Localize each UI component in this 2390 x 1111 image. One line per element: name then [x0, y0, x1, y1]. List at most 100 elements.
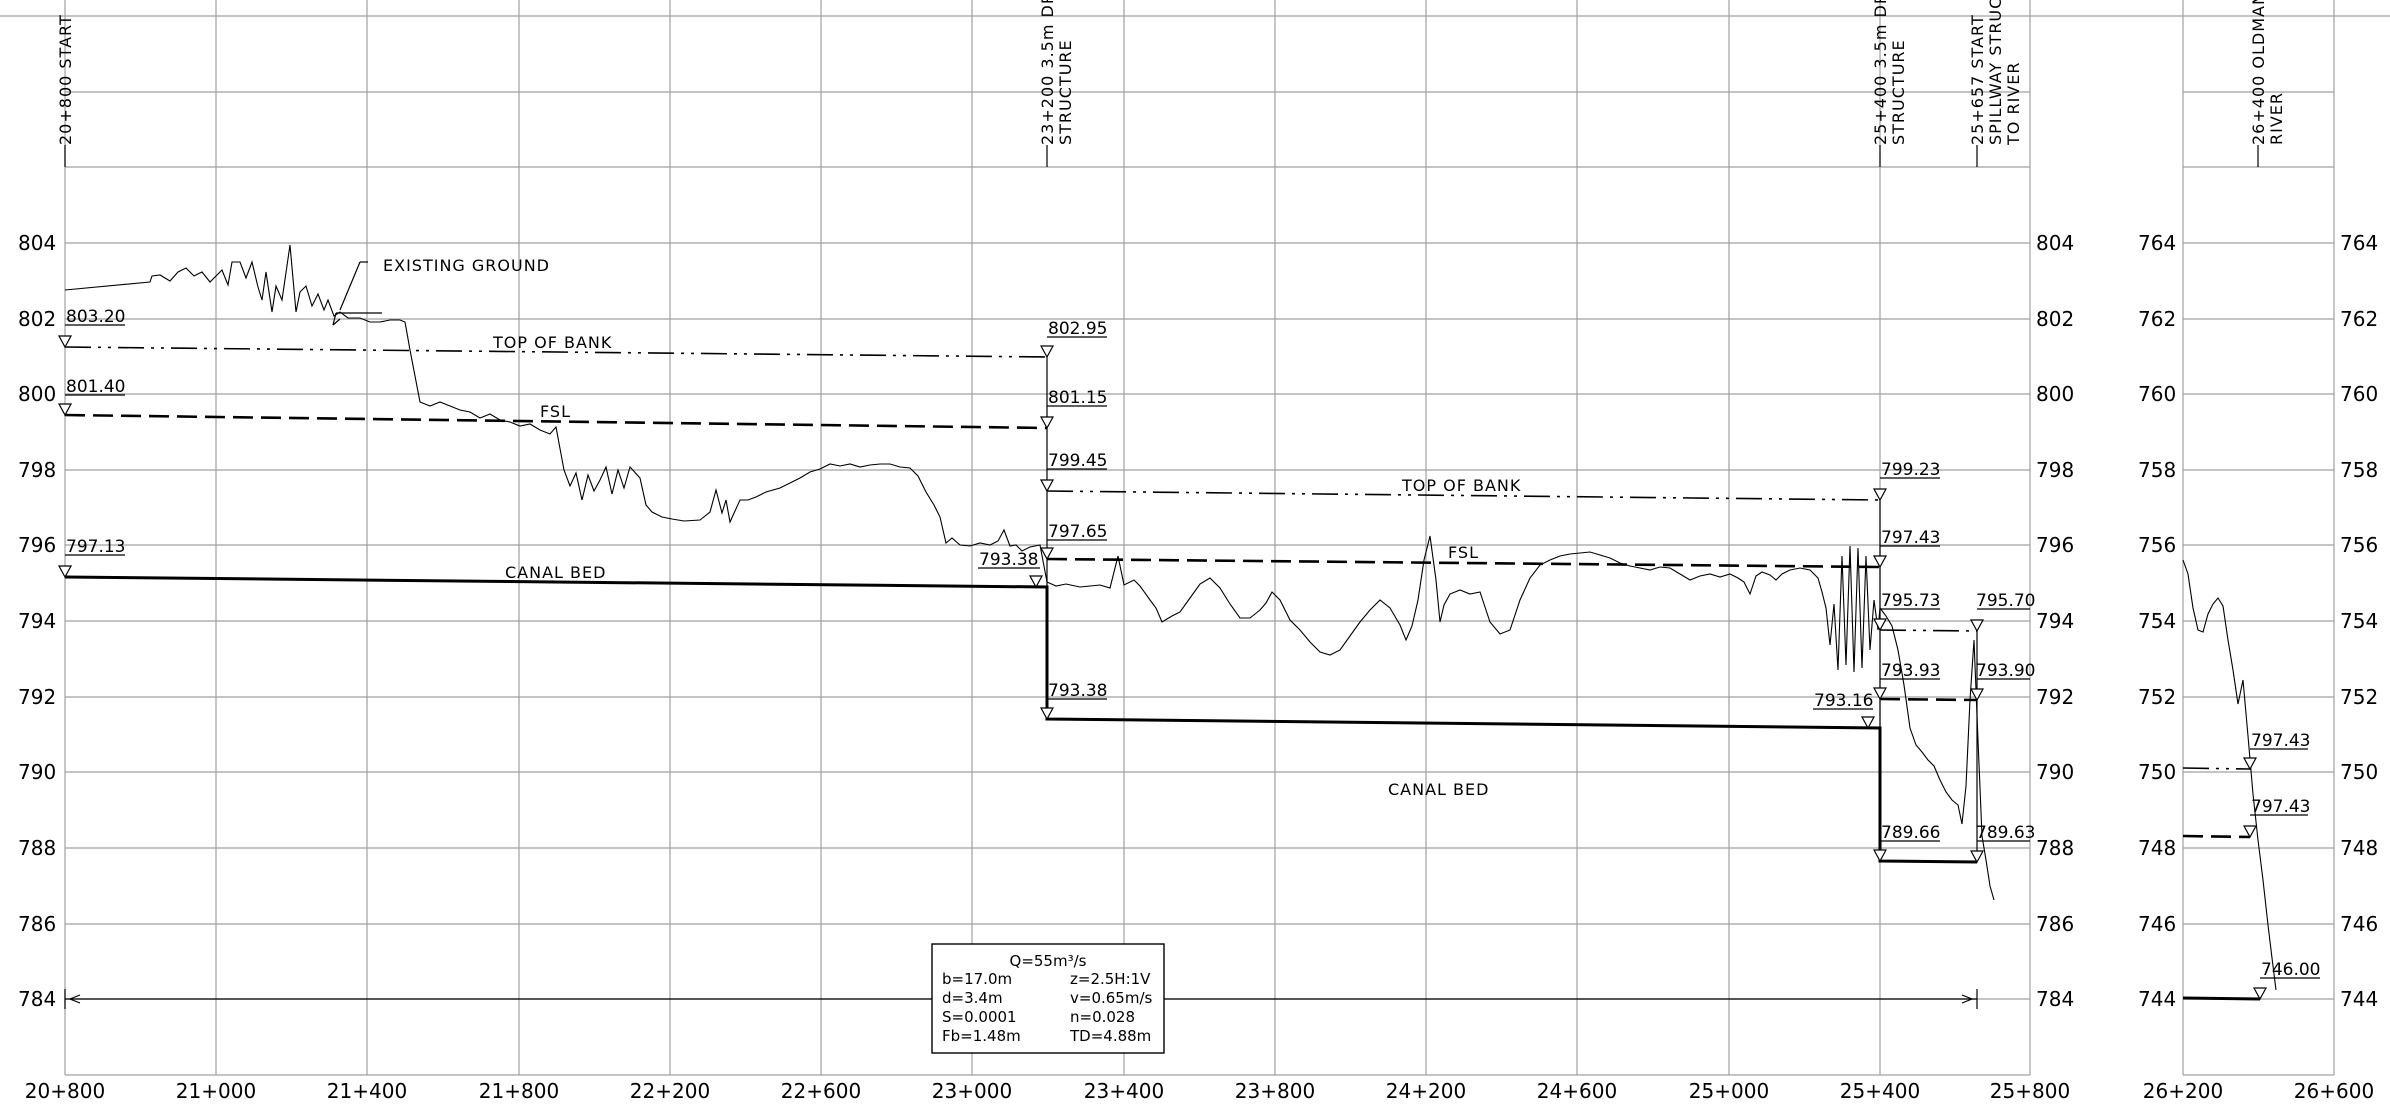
y-tick: 760 [2340, 382, 2378, 406]
y-tick: 744 [2138, 987, 2176, 1011]
elevation-label: 793.38 [1048, 681, 1107, 701]
x-tick: 22+600 [781, 1079, 861, 1103]
elevation-label: 797.43 [1881, 528, 1940, 548]
existing-ground-label: EXISTING GROUND [383, 256, 550, 275]
elevation-label: 801.40 [66, 377, 125, 397]
elevation-label: 793.93 [1881, 661, 1940, 681]
x-tick: 24+600 [1537, 1079, 1617, 1103]
station-markers: 20+800 START 23+200 3.5m DROPSTRUCTURE 2… [56, 0, 2286, 167]
canal-bed-line [64, 575, 1978, 864]
y-tick: 762 [2340, 307, 2378, 331]
side-slope-text: z=2.5H:1V [1070, 970, 1151, 988]
elevation-label: 793.16 [1814, 691, 1873, 711]
y-tick: 764 [2138, 231, 2176, 255]
elev-marker [1872, 849, 1888, 863]
elev-marker [1872, 555, 1888, 569]
fsl-line-3 [1879, 697, 1978, 702]
y-tick: 748 [2138, 836, 2176, 860]
y-tick: 744 [2340, 987, 2378, 1011]
x-axis: 20+800 21+000 21+400 21+800 22+200 22+60… [25, 1079, 2374, 1103]
elevation-label: 797.43 [2251, 731, 2310, 751]
elev-marker [57, 335, 73, 349]
y-tick: 784 [2036, 987, 2074, 1011]
existing-ground-line-side [2182, 559, 2277, 991]
elev-marker [2242, 757, 2258, 771]
line-labels: EXISTING GROUND TOP OF BANK FSL CANAL BE… [332, 256, 1521, 799]
station-start-label: 20+800 START [56, 14, 75, 145]
slope-text: S=0.0001 [942, 1008, 1017, 1026]
x-tick: 21+800 [479, 1079, 559, 1103]
total-depth-text: TD=4.88m [1069, 1027, 1151, 1045]
y-tick: 792 [2036, 685, 2074, 709]
top-of-bank-line-side [2182, 767, 2251, 770]
x-tick: 21+000 [176, 1079, 256, 1103]
x-tick: 22+200 [630, 1079, 710, 1103]
elev-marker [2252, 987, 2268, 1001]
y-tick: 758 [2340, 458, 2378, 482]
y-axis-right: 804 802 800 798 796 794 792 790 788 786 … [2036, 231, 2074, 1011]
station-river-label: 26+400 OLDMANRIVER [2249, 0, 2286, 145]
y-tick: 758 [2138, 458, 2176, 482]
top-of-bank-line-2 [1046, 490, 1881, 501]
elevation-label: 797.13 [66, 537, 125, 557]
y-tick: 748 [2340, 836, 2378, 860]
y-tick: 752 [2340, 685, 2378, 709]
grid [0, 0, 2390, 1076]
y-tick: 788 [18, 836, 56, 860]
elevation-markers: 803.20 801.40 797.13 802.95 801.15 799.4… [57, 307, 2320, 1001]
x-tick: 26+200 [2143, 1079, 2223, 1103]
y-tick: 750 [2340, 760, 2378, 784]
elev-marker [57, 403, 73, 417]
y-tick: 746 [2138, 912, 2176, 936]
y-tick: 786 [18, 912, 56, 936]
x-tick: 24+200 [1386, 1079, 1466, 1103]
canal-bed-label: CANAL BED [505, 563, 606, 582]
station-spillway-label: 25+657 STARTSPILLWAY STRUCTURETO RIVER [1968, 0, 2023, 146]
x-tick: 26+600 [2294, 1079, 2374, 1103]
x-tick: 20+800 [25, 1079, 105, 1103]
elev-marker [1028, 575, 1044, 589]
elevation-label: 793.38 [979, 550, 1038, 570]
elevation-label: 789.66 [1881, 823, 1940, 843]
elev-marker [1039, 547, 1055, 561]
fsl-label: FSL [1448, 543, 1479, 562]
canal-bed-label: CANAL BED [1388, 780, 1489, 799]
elev-marker [1860, 716, 1876, 730]
fsl-label: FSL [540, 402, 571, 421]
y-tick: 800 [2036, 382, 2074, 406]
station-drop-2-label: 25+400 3.5m DROPSTRUCTURE [1871, 0, 1908, 145]
elev-marker [1969, 619, 1985, 633]
y-tick: 802 [18, 307, 56, 331]
elevation-label: 746.00 [2261, 960, 2320, 980]
elevation-label: 797.43 [2251, 797, 2310, 817]
elev-marker [1872, 488, 1888, 502]
y-tick: 804 [18, 231, 56, 255]
elevation-label: 797.65 [1048, 522, 1107, 542]
y-tick: 750 [2138, 760, 2176, 784]
elev-marker [1039, 345, 1055, 359]
elevation-label: 799.45 [1048, 451, 1107, 471]
x-tick: 25+400 [1840, 1079, 1920, 1103]
top-of-bank-label: TOP OF BANK [1401, 476, 1521, 495]
elevation-label: 802.95 [1048, 319, 1107, 339]
y-tick: 800 [18, 382, 56, 406]
depth-text: d=3.4m [942, 989, 1003, 1007]
y-tick: 802 [2036, 307, 2074, 331]
elevation-label: 795.73 [1881, 591, 1940, 611]
x-tick: 23+400 [1084, 1079, 1164, 1103]
velocity-text: v=0.65m/s [1070, 989, 1153, 1007]
y-tick: 796 [2036, 533, 2074, 557]
y-tick: 788 [2036, 836, 2074, 860]
y-tick: 754 [2138, 609, 2176, 633]
y-axis-side-right: 764 762 760 758 756 754 752 750 748 746 … [2340, 231, 2378, 1011]
bed-width-text: b=17.0m [942, 970, 1012, 988]
y-tick: 790 [2036, 760, 2074, 784]
elevation-label: 795.70 [1976, 591, 2035, 611]
elevation-label: 793.90 [1976, 661, 2035, 681]
elev-marker [1969, 850, 1985, 864]
discharge-text: Q=55m³/s [1010, 952, 1087, 970]
y-tick: 764 [2340, 231, 2378, 255]
existing-ground-line [64, 244, 1995, 901]
elev-marker [1872, 618, 1888, 632]
